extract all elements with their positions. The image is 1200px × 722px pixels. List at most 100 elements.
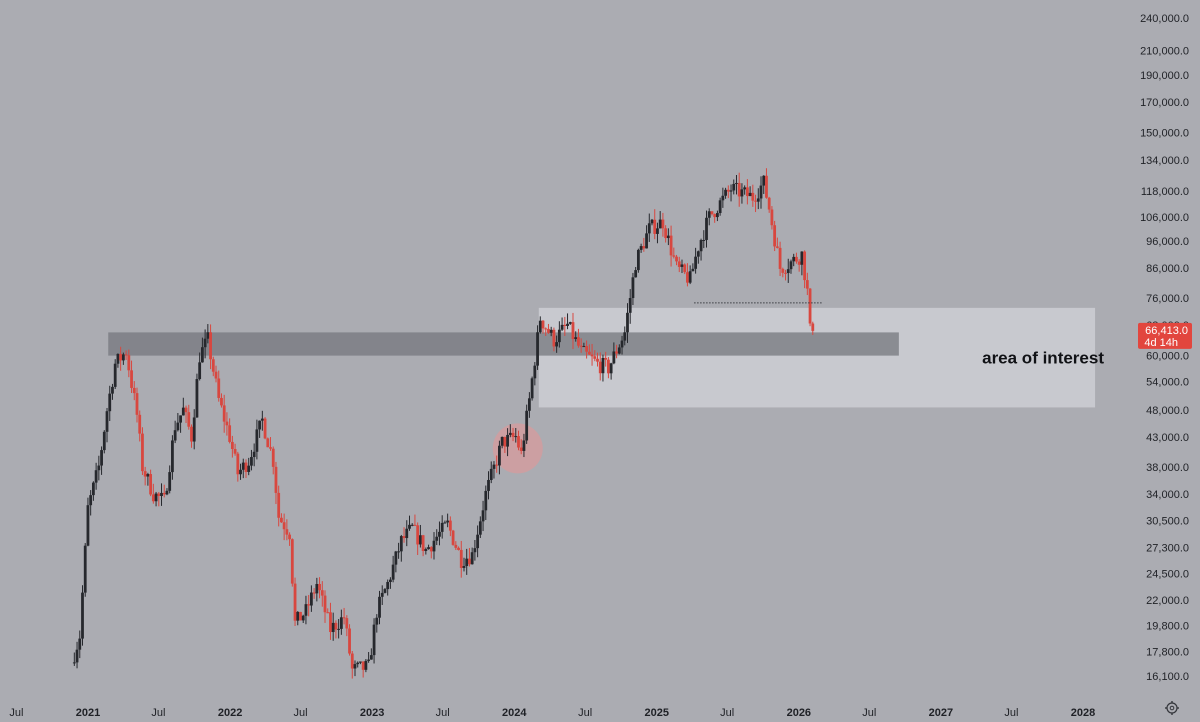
candle-body (190, 426, 193, 442)
candle-body (230, 441, 234, 449)
settings-button[interactable] (1165, 701, 1179, 715)
candle-body (473, 548, 477, 553)
candle-body (394, 551, 398, 565)
candle-body (309, 592, 313, 606)
price-axis[interactable]: 240,000.0 210,000.0 190,000.0 170,000.0 150,… (1138, 13, 1192, 683)
candle-body (448, 520, 452, 531)
highlight-circle[interactable] (492, 423, 543, 474)
price-tick-label: 30,500.0 (1146, 515, 1189, 527)
candle-body (429, 547, 433, 552)
candle-body (604, 358, 608, 360)
price-tick-label: 76,000.0 (1146, 293, 1189, 305)
candle-body (290, 539, 294, 584)
candle-body (530, 378, 534, 399)
candle-body (198, 362, 202, 380)
time-tick-label: 2027 (929, 707, 953, 719)
candle-body (713, 214, 717, 218)
candle-body (138, 414, 142, 434)
candle-body (549, 329, 553, 333)
candle-body (220, 397, 223, 406)
candle-body (527, 398, 531, 411)
candle-body (533, 365, 537, 379)
candle-body (811, 323, 815, 331)
price-tick-label: 48,000.0 (1146, 405, 1189, 417)
candle-body (418, 535, 422, 545)
candle-body (244, 462, 248, 472)
price-tick-label: 60,000.0 (1146, 351, 1189, 363)
candle-body (481, 510, 485, 522)
bar-countdown: 4d 14h (1144, 337, 1178, 349)
candle-body (375, 617, 379, 625)
candle-body (536, 332, 539, 366)
candle-body (525, 410, 529, 441)
candle-body (195, 379, 199, 418)
resistance-band[interactable] (108, 332, 899, 356)
price-tick-label: 22,000.0 (1146, 595, 1189, 607)
candle-body (301, 615, 305, 621)
candle-body (721, 195, 725, 201)
candle-body (457, 547, 460, 550)
area-of-interest-label: area of interest (982, 349, 1104, 368)
candle-body (337, 628, 341, 630)
candle-body (135, 393, 139, 415)
candle-body (699, 240, 703, 252)
candle-body (582, 346, 586, 348)
candle-body (781, 268, 785, 273)
candle-body (476, 534, 480, 549)
candle-body (405, 528, 409, 539)
candle-body (432, 540, 436, 552)
candle-body (677, 261, 681, 267)
price-tick-label: 38,000.0 (1146, 462, 1189, 474)
candle-body (187, 412, 191, 427)
candle-body (519, 447, 523, 451)
candle-body (304, 604, 308, 616)
time-axis[interactable]: Jul 2021 Jul 2022 Jul 2023 Jul 2024 Jul 2025 Jul 20… (9, 707, 1095, 719)
price-tick-label: 118,000.0 (1141, 186, 1189, 198)
candle-body (296, 611, 300, 621)
candle-body (664, 228, 668, 239)
candle-body (225, 421, 229, 426)
price-tick-label: 17,800.0 (1146, 647, 1189, 659)
candle-body (792, 256, 796, 262)
candle-body (647, 223, 651, 234)
price-tick-label: 86,000.0 (1146, 263, 1189, 275)
time-tick-label: Jul (578, 707, 592, 719)
candle-body (808, 288, 812, 324)
candle-body (372, 624, 376, 656)
candle-body (318, 583, 321, 591)
zones-layer (108, 307, 1096, 474)
candle-body (628, 298, 632, 313)
area-of-interest-zone[interactable] (538, 307, 1096, 408)
candle-body (735, 182, 738, 184)
candle-body (176, 422, 180, 431)
candle-body (263, 418, 267, 439)
candle-body (413, 524, 417, 526)
price-tick-label: 210,000.0 (1140, 46, 1189, 58)
candle-body (271, 448, 275, 467)
candle-body (585, 346, 589, 352)
candle-body (331, 622, 335, 633)
candle-body (495, 464, 499, 466)
candle-body (119, 353, 123, 361)
candle-body (141, 433, 144, 472)
candle-body (389, 579, 392, 582)
candle-body (636, 249, 640, 271)
candle-body (484, 490, 488, 511)
candle-body (179, 415, 182, 423)
candle-body (579, 345, 583, 347)
candle-body (236, 453, 240, 475)
candle-body (470, 552, 474, 565)
candle-body (239, 469, 242, 475)
candle-body (574, 337, 578, 340)
candle-body (168, 472, 172, 491)
candle-body (149, 474, 153, 495)
candle-body (97, 465, 101, 471)
candle-body (718, 200, 722, 214)
candle-body (732, 183, 736, 191)
price-tick-label: 16,100.0 (1146, 671, 1189, 683)
candle-body (656, 228, 659, 234)
candle-body (661, 219, 665, 229)
candle-body (500, 436, 504, 446)
candle-body (468, 558, 471, 565)
